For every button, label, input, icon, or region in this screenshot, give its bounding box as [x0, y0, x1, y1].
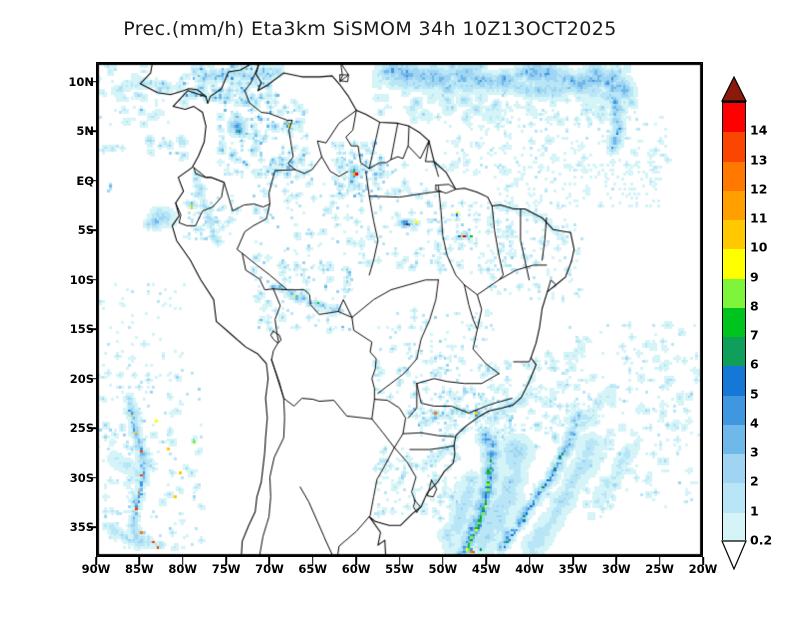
x-tickmark-20W [702, 557, 704, 565]
x-tick-90W: 90W [81, 562, 111, 576]
colorbar-label-13: 13 [750, 152, 768, 168]
x-tick-75W: 75W [211, 562, 241, 576]
colorbar-label-0.2: 0.2 [750, 532, 773, 548]
x-tickmark-60W [355, 557, 357, 565]
y-tick-30S: 30S [69, 470, 94, 485]
y-tickmark-5S [88, 229, 96, 232]
x-tick-30W: 30W [601, 562, 631, 576]
y-tick-10N: 10N [68, 74, 94, 89]
x-tick-65W: 65W [298, 562, 328, 576]
y-tickmark-35S [88, 526, 96, 529]
x-tickmark-25W [658, 557, 661, 565]
colorbar-label-7: 7 [750, 327, 759, 343]
y-tick-5N: 5N [76, 124, 94, 139]
x-tick-45W: 45W [471, 562, 501, 576]
colorbar-band-9 [723, 248, 745, 279]
x-tick-35W: 35W [558, 562, 588, 576]
y-tickmark-10N [88, 81, 96, 83]
x-tickmark-30W [615, 557, 618, 565]
map-plot-area [96, 62, 703, 557]
colorbar-label-1: 1 [750, 503, 759, 519]
x-tickmark-90W [95, 557, 97, 565]
y-tick-10S: 10S [69, 272, 94, 287]
colorbar-label-5: 5 [750, 386, 759, 402]
colorbar-label-14: 14 [750, 122, 768, 138]
colorbar-band-12 [723, 160, 745, 191]
x-tickmark-55W [398, 557, 401, 565]
y-tickmark-5N [88, 130, 96, 133]
y-tick-20S: 20S [69, 371, 94, 386]
colorbar-under-arrow [721, 540, 747, 570]
x-tick-60W: 60W [341, 562, 371, 576]
y-tick-25S: 25S [69, 421, 94, 436]
x-tick-20W: 20W [688, 562, 718, 576]
x-tickmark-85W [138, 557, 141, 565]
colorbar-band-1 [723, 482, 745, 513]
x-tick-70W: 70W [255, 562, 284, 576]
y-tickmark-15S [88, 328, 96, 331]
colorbar-band-10 [723, 219, 745, 250]
x-tick-80W: 80W [168, 562, 198, 576]
x-tickmark-50W [442, 557, 444, 565]
colorbar-band-8 [723, 277, 745, 308]
y-tickmark-25S [88, 427, 96, 430]
x-tickmark-65W [311, 557, 314, 565]
colorbar-band-0.2 [723, 511, 745, 541]
colorbar-over-arrow [721, 76, 747, 102]
x-tick-50W: 50W [428, 562, 458, 576]
colorbar-band-5 [723, 365, 745, 396]
colorbar-label-10: 10 [750, 239, 768, 255]
x-tick-85W: 85W [124, 562, 154, 576]
colorbar-band-13 [723, 131, 745, 162]
y-tickmark-30S [88, 477, 96, 479]
x-tickmark-75W [225, 557, 227, 565]
colorbar-band-6 [723, 336, 745, 367]
colorbar-label-2: 2 [750, 473, 759, 489]
y-tickmark-10S [88, 279, 96, 281]
x-tickmark-70W [268, 557, 271, 565]
colorbar-label-8: 8 [750, 298, 759, 314]
x-tickmark-40W [528, 557, 531, 565]
colorbar-label-3: 3 [750, 444, 759, 460]
colorbar-band-11 [723, 189, 745, 221]
colorbar [722, 101, 746, 541]
precipitation-map-canvas [97, 63, 702, 556]
page-title: Prec.(mm/h) Eta3km SiSMOM 34h 10Z13OCT20… [123, 18, 617, 40]
colorbar-band-14 [723, 102, 745, 133]
y-tick-EQ: EQ [76, 173, 94, 188]
y-tick-15S: 15S [69, 322, 94, 337]
colorbar-label-4: 4 [750, 415, 759, 431]
colorbar-label-11: 11 [750, 210, 768, 226]
colorbar-band-4 [723, 394, 745, 425]
colorbar-band-3 [723, 423, 745, 455]
colorbar-label-12: 12 [750, 181, 768, 197]
colorbar-band-2 [723, 453, 745, 484]
x-tick-40W: 40W [515, 562, 544, 576]
x-tickmark-80W [181, 557, 184, 565]
colorbar-label-6: 6 [750, 356, 759, 372]
colorbar-band-7 [723, 306, 745, 338]
y-tickmark-20S [88, 378, 96, 380]
y-tick-35S: 35S [69, 520, 94, 535]
x-tick-25W: 25W [645, 562, 674, 576]
x-tick-55W: 55W [385, 562, 414, 576]
colorbar-label-9: 9 [750, 269, 759, 285]
x-tickmark-35W [572, 557, 574, 565]
y-tickmark-EQ [88, 180, 96, 182]
x-tickmark-45W [485, 557, 487, 565]
y-tick-5S: 5S [77, 223, 94, 238]
